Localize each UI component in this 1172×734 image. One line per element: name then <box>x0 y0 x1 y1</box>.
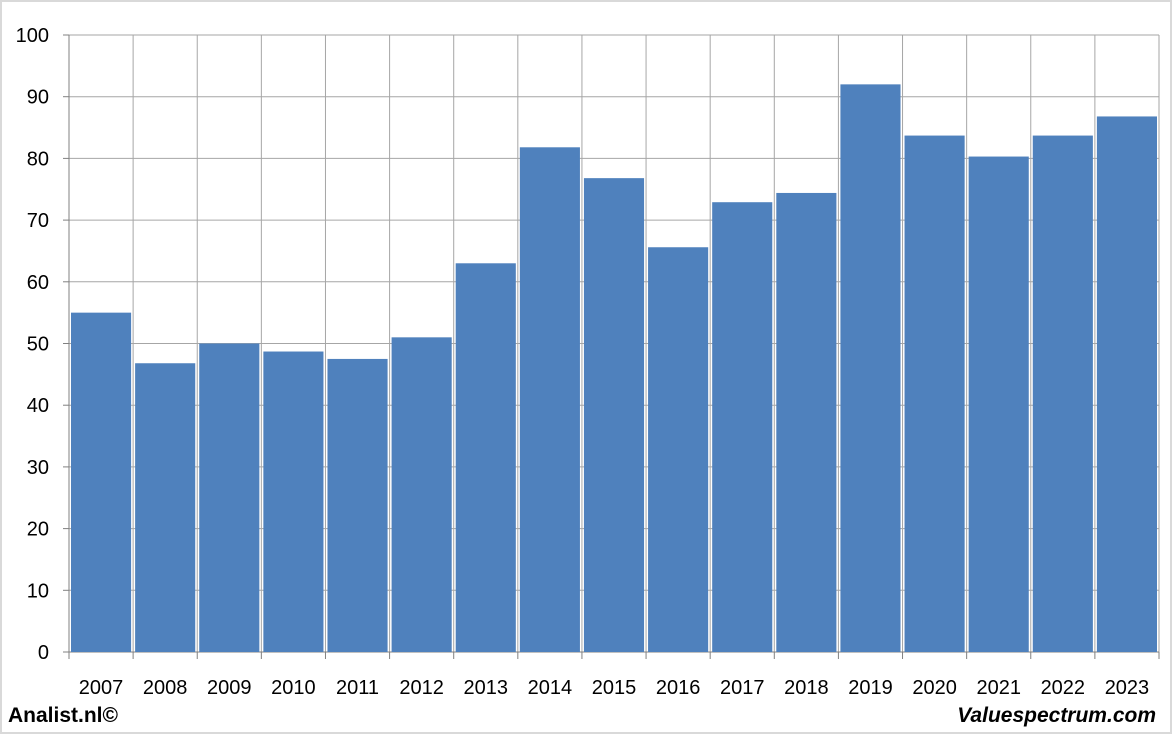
x-tick-label: 2012 <box>399 677 444 699</box>
bar <box>1032 135 1093 653</box>
x-tick-label: 2014 <box>528 677 573 699</box>
bar <box>391 337 452 652</box>
bar <box>199 343 260 652</box>
footer-brand-left: Analist.nl© <box>8 704 118 727</box>
x-tick-label: 2015 <box>592 677 637 699</box>
x-tick-label: 2011 <box>336 677 379 699</box>
bar <box>904 135 965 653</box>
y-tick-label: 30 <box>27 457 49 479</box>
bar <box>583 178 645 653</box>
bar <box>840 84 901 653</box>
bar <box>263 351 324 652</box>
bar <box>712 202 773 652</box>
x-tick-label: 2023 <box>1105 677 1150 699</box>
y-tick-label: 80 <box>27 148 49 170</box>
x-tick-label: 2019 <box>848 677 893 699</box>
x-tick-label: 2022 <box>1041 677 1086 699</box>
y-tick-label: 0 <box>38 642 49 664</box>
bar <box>455 263 516 652</box>
y-tick-label: 50 <box>27 334 49 356</box>
x-tick-label: 2009 <box>207 677 252 699</box>
bar <box>776 192 837 652</box>
bar <box>135 363 196 652</box>
x-tick-label: 2007 <box>79 677 124 699</box>
y-tick-label: 60 <box>27 272 49 294</box>
y-tick-label: 70 <box>27 210 49 232</box>
x-tick-label: 2021 <box>976 677 1021 699</box>
y-tick-label: 90 <box>27 87 49 109</box>
x-tick-label: 2013 <box>464 677 509 699</box>
x-tick-label: 2010 <box>271 677 316 699</box>
x-tick-label: 2008 <box>143 677 188 699</box>
y-tick-label: 10 <box>27 580 49 602</box>
bar <box>648 247 709 653</box>
y-tick-label: 40 <box>27 395 49 417</box>
bar <box>519 147 580 652</box>
y-tick-label: 100 <box>16 25 49 47</box>
y-tick-label: 20 <box>27 519 49 541</box>
x-tick-label: 2017 <box>720 677 765 699</box>
footer-brand-right: Valuespectrum.com <box>957 704 1156 727</box>
bar <box>327 358 388 652</box>
x-tick-label: 2016 <box>656 677 701 699</box>
bar <box>71 312 132 652</box>
bar <box>1096 116 1157 653</box>
bar <box>968 156 1029 652</box>
x-tick-label: 2018 <box>784 677 829 699</box>
x-tick-label: 2020 <box>912 677 957 699</box>
